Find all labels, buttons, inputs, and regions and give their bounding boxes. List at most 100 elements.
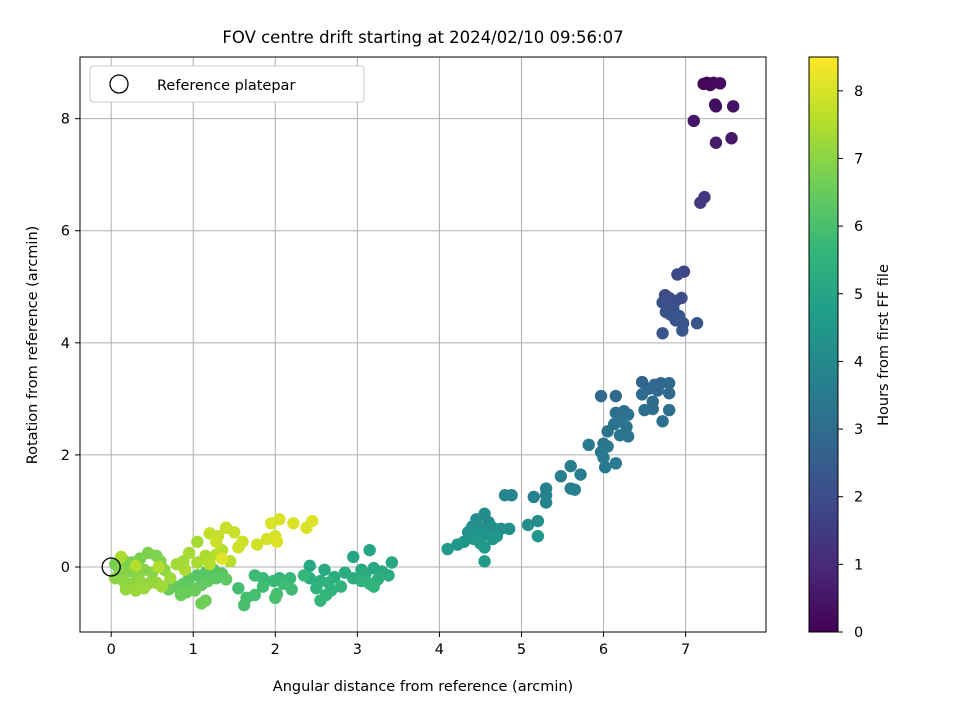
data-point bbox=[601, 425, 614, 438]
data-point bbox=[621, 430, 635, 443]
data-point bbox=[656, 327, 669, 340]
data-point bbox=[203, 557, 216, 571]
data-point bbox=[656, 415, 669, 428]
data-point bbox=[726, 100, 740, 113]
data-point bbox=[182, 546, 196, 560]
data-point bbox=[256, 580, 270, 593]
data-point bbox=[486, 532, 499, 546]
data-point bbox=[178, 563, 192, 576]
data-point bbox=[237, 598, 251, 612]
data-point bbox=[114, 550, 128, 564]
data-point bbox=[531, 529, 545, 543]
y-tick-label: 2 bbox=[61, 448, 70, 464]
data-point bbox=[367, 580, 380, 593]
data-point bbox=[594, 389, 608, 403]
data-point bbox=[531, 514, 545, 528]
colorbar-tick-label: 0 bbox=[854, 625, 863, 641]
data-point bbox=[363, 543, 376, 557]
data-point bbox=[285, 583, 298, 596]
data-point bbox=[638, 403, 651, 417]
data-point bbox=[478, 541, 491, 554]
data-point bbox=[318, 563, 331, 576]
data-point bbox=[662, 376, 676, 390]
colorbar-tick-label: 1 bbox=[854, 557, 863, 573]
data-point bbox=[248, 569, 261, 582]
data-point bbox=[385, 556, 399, 569]
data-point bbox=[505, 489, 518, 502]
x-tick-label: 3 bbox=[353, 642, 362, 658]
colorbar bbox=[808, 56, 839, 633]
data-point bbox=[152, 560, 165, 574]
data-point bbox=[137, 582, 151, 595]
data-point bbox=[188, 584, 202, 597]
data-point bbox=[709, 100, 723, 113]
data-point bbox=[521, 518, 535, 532]
data-point bbox=[215, 552, 229, 565]
data-point bbox=[232, 541, 245, 554]
data-point bbox=[210, 535, 223, 548]
data-point bbox=[656, 296, 669, 309]
data-point bbox=[676, 324, 689, 337]
colorbar-label: Hours from first FF file bbox=[876, 264, 892, 426]
data-point bbox=[662, 403, 676, 417]
x-axis-label: Angular distance from reference (arcmin) bbox=[273, 679, 573, 695]
data-point bbox=[582, 438, 595, 452]
x-tick-label: 1 bbox=[189, 642, 198, 658]
data-point bbox=[273, 513, 286, 526]
data-point bbox=[441, 542, 454, 556]
data-point bbox=[191, 535, 204, 548]
data-point bbox=[251, 538, 264, 551]
data-point bbox=[527, 490, 540, 504]
y-tick-label: 6 bbox=[61, 224, 70, 240]
data-point bbox=[609, 389, 623, 403]
colorbar-tick-label: 5 bbox=[854, 287, 863, 303]
x-tick-label: 6 bbox=[599, 642, 608, 658]
data-point bbox=[671, 268, 684, 281]
data-point bbox=[687, 114, 700, 128]
legend-box bbox=[89, 65, 365, 103]
y-tick-label: 4 bbox=[61, 336, 70, 352]
y-tick-label: 8 bbox=[61, 112, 70, 128]
data-point bbox=[232, 582, 245, 595]
x-tick-label: 0 bbox=[107, 642, 116, 658]
data-point bbox=[382, 569, 395, 582]
data-point bbox=[609, 457, 623, 470]
data-point bbox=[155, 580, 169, 593]
data-point bbox=[662, 387, 676, 400]
data-point bbox=[478, 555, 491, 568]
data-point bbox=[195, 597, 208, 610]
data-point bbox=[554, 470, 568, 483]
data-point bbox=[598, 461, 612, 474]
x-axis-ticks: 0 1 2 3 4 5 6 7 bbox=[107, 632, 690, 658]
plot-frame bbox=[79, 56, 767, 633]
data-point bbox=[314, 594, 327, 607]
reference-platepar-marker bbox=[101, 557, 121, 577]
data-point bbox=[334, 580, 348, 593]
x-tick-label: 2 bbox=[271, 642, 280, 658]
data-point bbox=[174, 588, 188, 602]
colorbar-tick-label: 3 bbox=[854, 422, 863, 438]
data-point bbox=[539, 496, 553, 509]
data-point bbox=[306, 514, 319, 528]
data-point bbox=[270, 535, 284, 548]
colorbar-tick-label: 6 bbox=[854, 219, 863, 235]
colorbar-tick-label: 4 bbox=[854, 354, 863, 370]
colorbar-tick-label: 8 bbox=[854, 84, 863, 100]
legend-entry-reference-platepar: Reference platepar bbox=[157, 78, 295, 94]
x-tick-label: 5 bbox=[517, 642, 526, 658]
data-point bbox=[303, 559, 316, 573]
data-point bbox=[694, 196, 707, 209]
data-point bbox=[269, 591, 282, 605]
data-point bbox=[164, 571, 177, 585]
data-point bbox=[574, 468, 587, 481]
y-axis-ticks: 0 2 4 6 8 bbox=[61, 112, 80, 576]
data-point bbox=[297, 569, 311, 582]
data-point bbox=[635, 388, 649, 401]
data-point bbox=[347, 550, 360, 564]
legend-marker-icon bbox=[109, 74, 129, 94]
data-point bbox=[451, 538, 464, 551]
data-point bbox=[191, 556, 204, 569]
data-point bbox=[713, 77, 727, 90]
data-point bbox=[690, 317, 704, 330]
